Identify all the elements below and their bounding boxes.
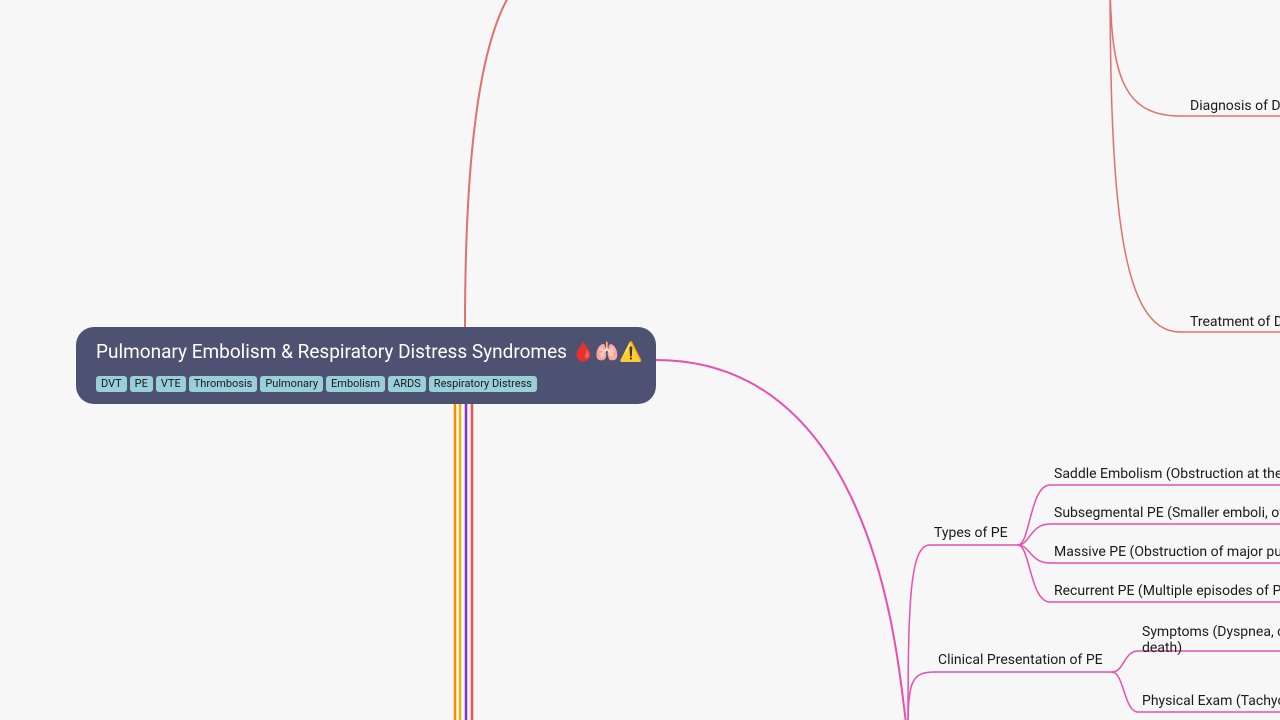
node-label[interactable]: death)	[1142, 640, 1182, 658]
tag[interactable]: PE	[130, 376, 153, 392]
root-tags: DVTPEVTEThrombosisPulmonaryEmbolismARDSR…	[96, 372, 636, 392]
tag[interactable]: DVT	[96, 376, 127, 392]
node-label[interactable]: Types of PE	[934, 525, 1008, 543]
root-title: Pulmonary Embolism & Respiratory Distres…	[96, 341, 636, 364]
node-label[interactable]: Symptoms (Dyspnea, cl	[1142, 624, 1280, 642]
node-label[interactable]: Saddle Embolism (Obstruction at the	[1054, 466, 1280, 484]
tag[interactable]: Respiratory Distress	[429, 376, 537, 392]
node-label[interactable]: Diagnosis of DV	[1190, 98, 1280, 116]
node-label[interactable]: Subsegmental PE (Smaller emboli, oft	[1054, 505, 1280, 523]
tag[interactable]: VTE	[156, 376, 186, 392]
node-label[interactable]: Massive PE (Obstruction of major puln	[1054, 544, 1280, 562]
tag[interactable]: Embolism	[326, 376, 385, 392]
node-label[interactable]: Recurrent PE (Multiple episodes of PE)	[1054, 583, 1280, 601]
tag[interactable]: Pulmonary	[260, 376, 323, 392]
node-label[interactable]: Clinical Presentation of PE	[938, 652, 1103, 670]
tag[interactable]: Thrombosis	[189, 376, 258, 392]
node-label[interactable]: Treatment of D	[1190, 314, 1280, 332]
root-node[interactable]: Pulmonary Embolism & Respiratory Distres…	[76, 327, 656, 404]
node-label[interactable]: Physical Exam (Tachyca	[1142, 693, 1280, 711]
tag[interactable]: ARDS	[388, 376, 426, 392]
